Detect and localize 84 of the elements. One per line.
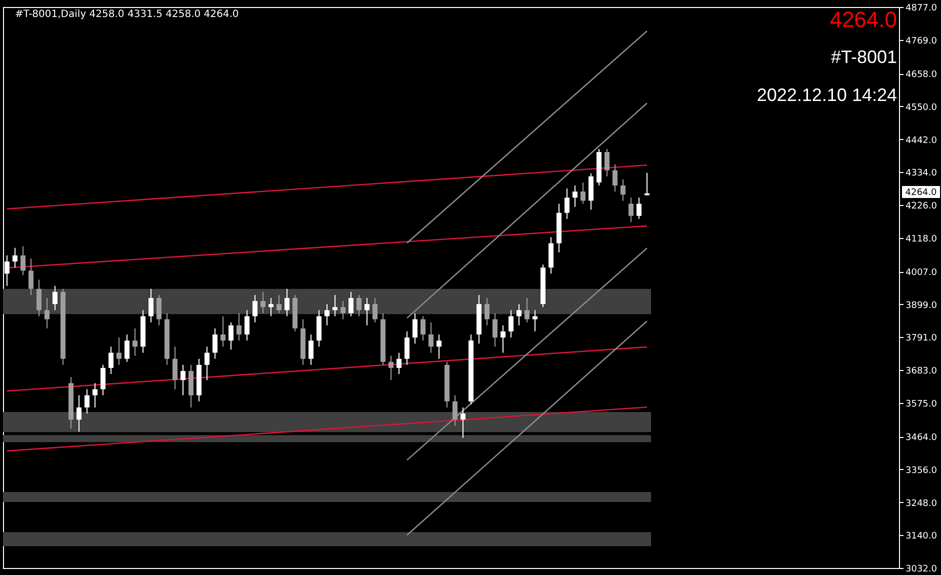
candlestick bbox=[452, 394, 458, 426]
candlestick bbox=[580, 182, 586, 204]
candlestick bbox=[388, 355, 394, 381]
annotation: #T-8001 bbox=[830, 47, 897, 67]
y-tick-label: 4658.0 bbox=[906, 70, 938, 80]
annotation: 4264.0 bbox=[830, 7, 897, 32]
candlestick bbox=[12, 247, 18, 268]
candlestick bbox=[412, 312, 418, 344]
candlestick bbox=[276, 294, 282, 314]
candlestick bbox=[324, 304, 330, 326]
candlestick bbox=[572, 184, 578, 208]
candlestick bbox=[356, 294, 362, 317]
candlestick bbox=[124, 334, 130, 362]
candlestick bbox=[108, 346, 114, 375]
candlestick bbox=[52, 285, 58, 311]
candlestick bbox=[148, 288, 154, 323]
candlestick bbox=[492, 312, 498, 348]
candlestick bbox=[372, 297, 378, 323]
candlestick bbox=[348, 291, 354, 317]
candlestick bbox=[404, 330, 410, 366]
candlestick bbox=[28, 258, 34, 296]
y-tick-label: 4118.0 bbox=[906, 234, 938, 244]
candlestick bbox=[252, 294, 258, 323]
candlestick bbox=[628, 197, 634, 222]
candlestick bbox=[92, 382, 98, 408]
candlestick bbox=[340, 300, 346, 320]
candlestick bbox=[604, 148, 610, 177]
candlestick bbox=[268, 297, 274, 317]
candlestick bbox=[172, 346, 178, 390]
candlestick bbox=[620, 178, 626, 202]
candlestick bbox=[484, 297, 490, 326]
candlestick bbox=[428, 322, 434, 354]
y-tick-label: 3464.0 bbox=[906, 433, 938, 444]
y-tick-label: 4877.0 bbox=[906, 4, 938, 14]
candlestick bbox=[396, 352, 402, 375]
candlestick bbox=[284, 288, 290, 317]
candlestick bbox=[20, 246, 26, 276]
candlestick bbox=[516, 304, 522, 326]
y-tick-label: 4442.0 bbox=[906, 136, 938, 146]
y-tick-label: 3575.0 bbox=[906, 399, 938, 410]
y-tick-label: 4226.0 bbox=[906, 201, 938, 212]
candlestick bbox=[244, 310, 250, 342]
candlestick bbox=[564, 188, 570, 220]
candlestick bbox=[500, 324, 506, 354]
candlestick bbox=[508, 310, 514, 338]
candlestick bbox=[220, 316, 226, 348]
y-tick-label: 3032.0 bbox=[906, 564, 938, 574]
candlestick bbox=[260, 291, 266, 314]
candlestick bbox=[364, 297, 370, 326]
candlestick bbox=[156, 294, 162, 326]
candlestick bbox=[420, 316, 426, 342]
candlestick bbox=[44, 297, 50, 329]
candlestick bbox=[116, 337, 122, 366]
candlestick bbox=[332, 294, 338, 317]
candlestick bbox=[36, 279, 42, 317]
candlestick bbox=[212, 328, 218, 360]
y-tick-label: 4769.0 bbox=[906, 36, 938, 46]
candlestick bbox=[100, 364, 106, 396]
y-tick-label: 3683.0 bbox=[906, 366, 938, 377]
y-tick-label: 4550.0 bbox=[906, 102, 938, 113]
y-tick-label: 3791.0 bbox=[906, 334, 938, 344]
candlestick bbox=[236, 312, 242, 342]
candlestick bbox=[180, 364, 186, 396]
y-tick-label: 3899.0 bbox=[906, 300, 938, 311]
y-tick-label: 3140.0 bbox=[906, 532, 938, 542]
candlestick bbox=[612, 164, 618, 192]
candlestick bbox=[204, 346, 210, 381]
candlestick bbox=[308, 334, 314, 366]
y-tick-label: 4007.0 bbox=[906, 268, 938, 278]
candlestick bbox=[132, 328, 138, 356]
text: 4264.0 bbox=[905, 188, 938, 198]
candlestick bbox=[636, 197, 642, 220]
y-tick-label: 4334.0 bbox=[906, 168, 938, 179]
y-tick-label: 3248.0 bbox=[906, 498, 938, 509]
candlestick bbox=[460, 406, 466, 438]
candlestick bbox=[84, 388, 90, 414]
candlestick bbox=[436, 334, 442, 360]
candlestick bbox=[76, 394, 82, 432]
candlestick bbox=[228, 322, 234, 350]
candlestick bbox=[532, 310, 538, 332]
annotation: 2022.12.10 14:24 bbox=[756, 85, 897, 105]
chart-title: #T-8001,Daily 4258.0 4331.5 4258.0 4264.0 bbox=[15, 9, 239, 20]
candlestick bbox=[524, 297, 530, 323]
y-tick-label: 3356.0 bbox=[906, 466, 938, 476]
